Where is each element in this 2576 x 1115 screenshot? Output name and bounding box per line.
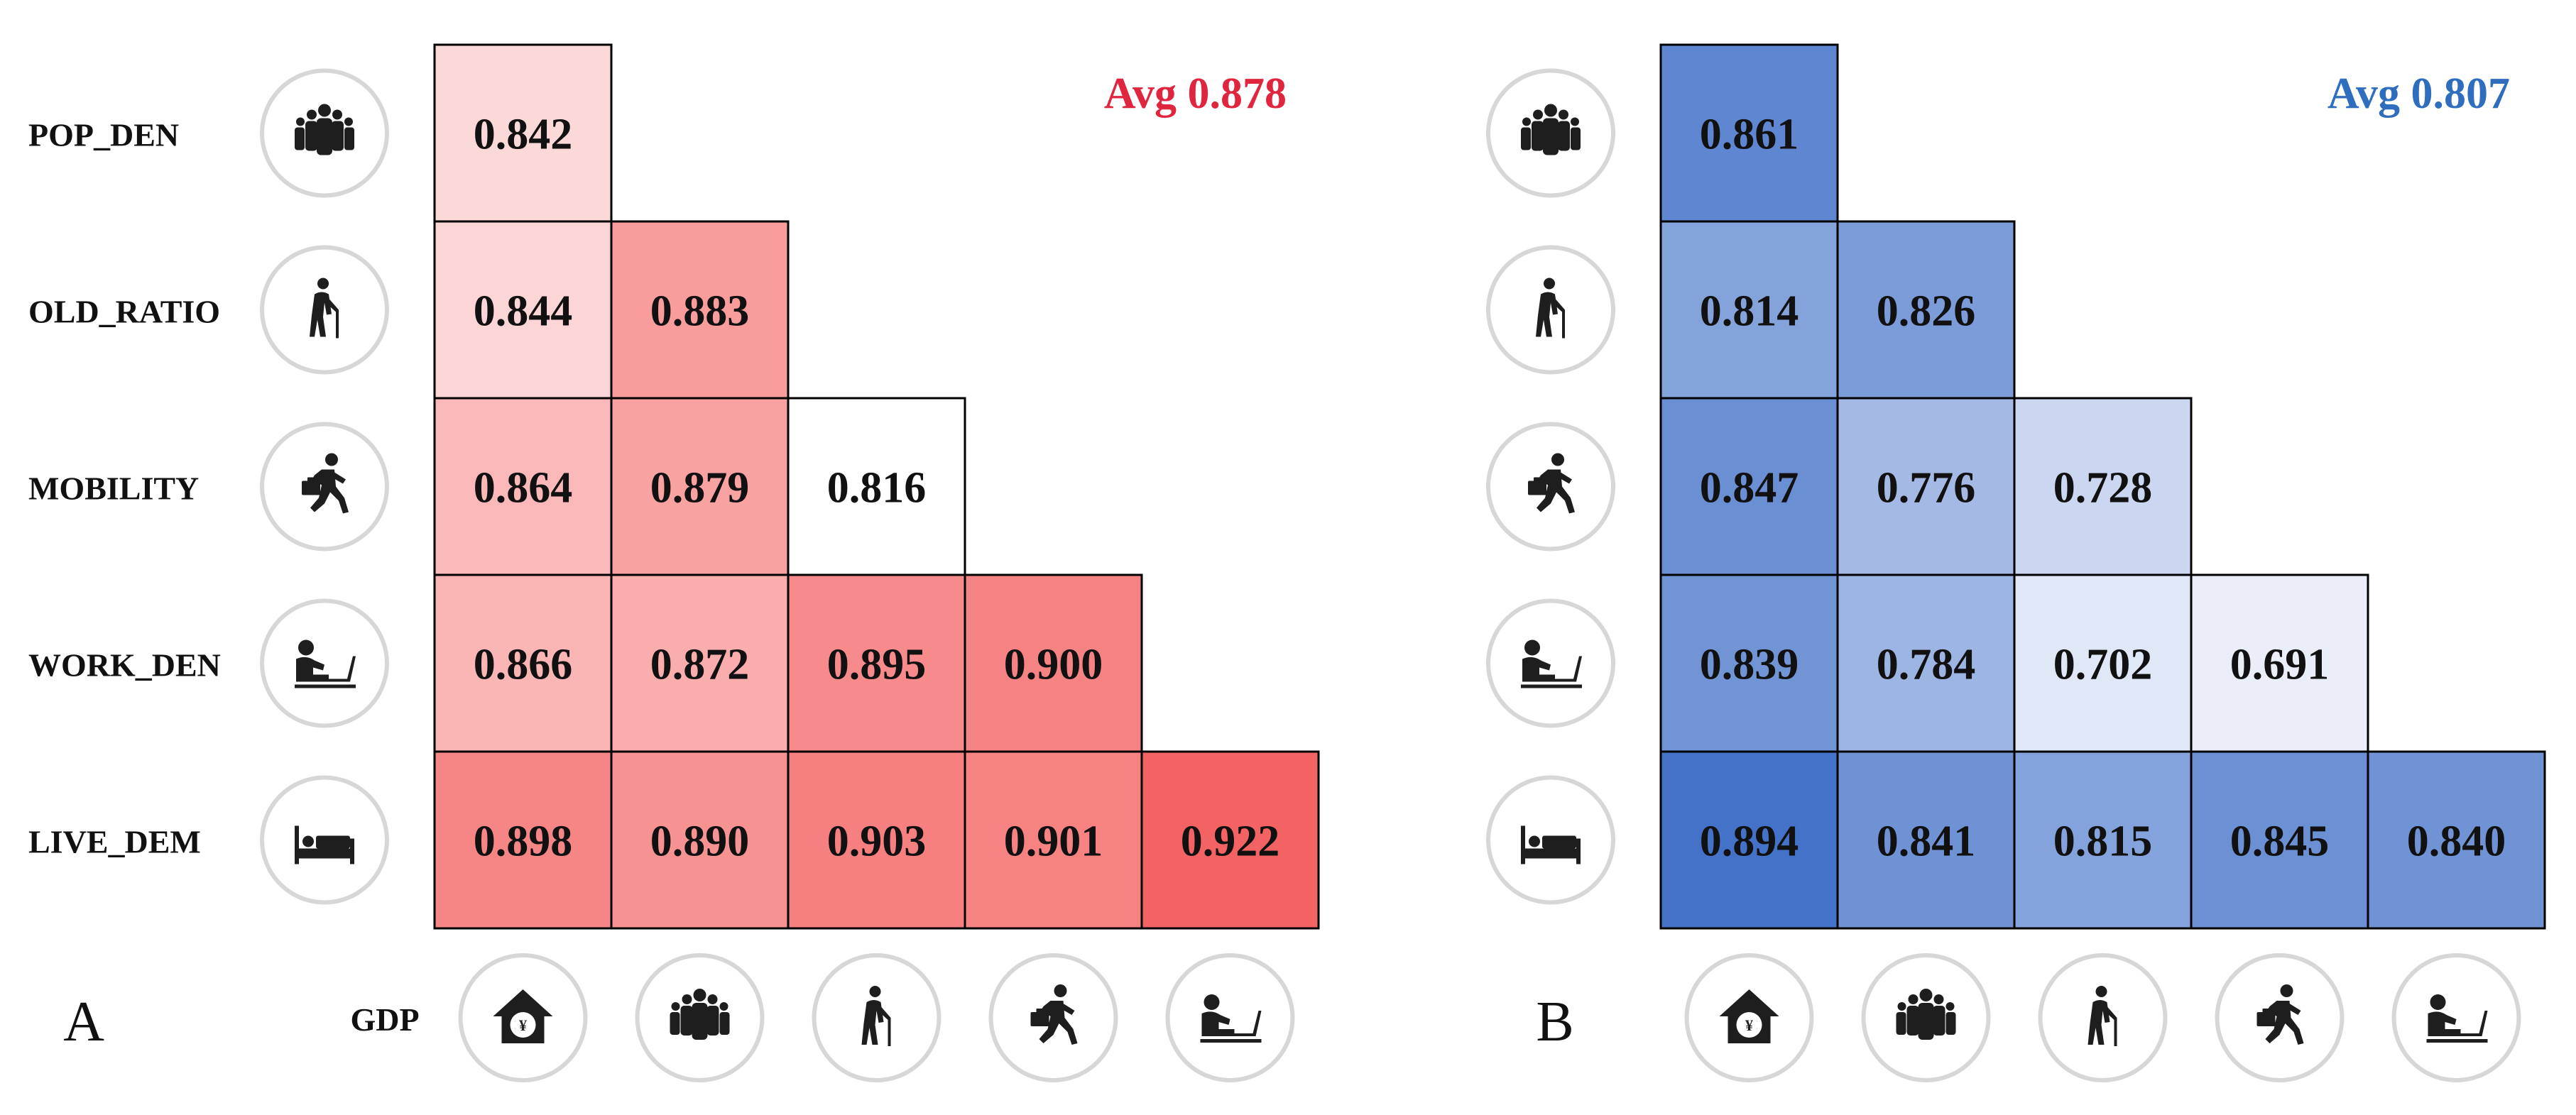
- cell-value-label: 0.814: [1700, 287, 1799, 336]
- panel-label: A: [63, 991, 104, 1053]
- cell-value-label: 0.861: [1700, 111, 1799, 159]
- desk-worker-icon: [1165, 953, 1295, 1082]
- cell-value-label: 0.901: [1004, 818, 1103, 866]
- heatmap-panel-A: Avg 0.878 POP_DEN 0.842 OLD_RATIO 0.844 0.883…: [28, 43, 1320, 1082]
- cell-value-label: 0.776: [1877, 464, 1976, 512]
- row-label: OLD_RATIO: [28, 294, 220, 330]
- heatmap-cell: [1659, 220, 1839, 400]
- heatmap-cell: [610, 397, 790, 576]
- heatmap-cell: [964, 750, 1143, 930]
- heatmap-cell: [610, 220, 790, 400]
- cell-value-label: 0.784: [1877, 641, 1976, 689]
- cell-value-label: 0.922: [1181, 818, 1280, 866]
- crowd-icon: [1486, 68, 1615, 198]
- cell-value-label: 0.842: [474, 111, 573, 159]
- heatmap-cell: [2190, 750, 2369, 930]
- elderly-cane-icon: [2038, 953, 2168, 1082]
- heatmap-cell: [1836, 397, 2016, 576]
- heatmap-cell: [2013, 750, 2193, 930]
- desk-worker-icon: [2391, 953, 2521, 1082]
- desk-worker-icon: [1486, 598, 1615, 728]
- cell-value-label: 0.826: [1877, 287, 1976, 336]
- row-label: LIVE_DEM: [28, 824, 201, 860]
- cell-value-label: 0.839: [1700, 641, 1799, 689]
- crowd-icon: [635, 953, 765, 1082]
- elderly-cane-icon: [812, 953, 942, 1082]
- house-yen-icon: [1684, 953, 1814, 1082]
- elderly-cane-icon: [1486, 245, 1615, 375]
- cell-value-label: 0.890: [650, 818, 750, 866]
- elderly-cane-icon: [260, 245, 389, 375]
- cell-value-label: 0.847: [1700, 464, 1799, 512]
- cell-value-label: 0.691: [2230, 641, 2330, 689]
- cell-value-label: 0.866: [474, 641, 573, 689]
- x-axis-label: GDP: [350, 1001, 419, 1038]
- cell-value-label: 0.898: [474, 818, 573, 866]
- heatmap-cell: [433, 750, 613, 930]
- heatmap-cell: [2013, 397, 2193, 576]
- heatmap-cell: [964, 573, 1143, 753]
- running-commuter-icon: [260, 422, 389, 551]
- heatmap-cell: [1659, 750, 1839, 930]
- heatmap-cell: [2013, 573, 2193, 753]
- heatmap-cell: [1659, 43, 1839, 223]
- heatmap-cell: [1140, 750, 1320, 930]
- heatmap-cell: [2367, 750, 2546, 930]
- row-label: POP_DEN: [28, 117, 179, 153]
- heatmap-cell: [433, 220, 613, 400]
- panel-label: B: [1536, 991, 1573, 1053]
- heatmap-cell: [1659, 397, 1839, 576]
- desk-worker-icon: [260, 598, 389, 728]
- heatmap-cell: [2190, 573, 2369, 753]
- heatmap-panel-B: Avg 0.807 0.861 0.814 0.826 0.847 0.776 0.728 0…: [1486, 43, 2546, 1082]
- average-label: Avg 0.807: [2327, 70, 2510, 118]
- cell-value-label: 0.728: [2053, 464, 2153, 512]
- cell-value-label: 0.872: [650, 641, 750, 689]
- heatmap-cell: [610, 573, 790, 753]
- cell-value-label: 0.844: [474, 287, 573, 336]
- average-label: Avg 0.878: [1104, 70, 1287, 118]
- heatmap-cell: [1836, 750, 2016, 930]
- heatmap-cell: [787, 397, 966, 576]
- heatmap-cell: [433, 573, 613, 753]
- cell-value-label: 0.879: [650, 464, 750, 512]
- row-label: WORK_DEN: [28, 647, 221, 683]
- heatmap-cell: [1836, 220, 2016, 400]
- cell-value-label: 0.895: [827, 641, 927, 689]
- bed-icon: [1486, 775, 1615, 905]
- heatmap-cell: [787, 750, 966, 930]
- cell-value-label: 0.815: [2053, 818, 2153, 866]
- heatmap-cell: [433, 397, 613, 576]
- row-label: MOBILITY: [28, 471, 199, 507]
- crowd-icon: [260, 68, 389, 198]
- running-commuter-icon: [1486, 422, 1615, 551]
- cell-value-label: 0.864: [474, 464, 573, 512]
- crowd-icon: [1861, 953, 1991, 1082]
- cell-value-label: 0.702: [2053, 641, 2153, 689]
- cell-value-label: 0.845: [2230, 818, 2330, 866]
- bed-icon: [260, 775, 389, 905]
- cell-value-label: 0.840: [2407, 818, 2506, 866]
- running-commuter-icon: [988, 953, 1118, 1082]
- house-yen-icon: [458, 953, 588, 1082]
- cell-value-label: 0.883: [650, 287, 750, 336]
- running-commuter-icon: [2215, 953, 2345, 1082]
- cell-value-label: 0.816: [827, 464, 927, 512]
- cell-value-label: 0.903: [827, 818, 927, 866]
- heatmap-cell: [433, 43, 613, 223]
- cell-value-label: 0.900: [1004, 641, 1103, 689]
- cell-value-label: 0.894: [1700, 818, 1799, 866]
- cell-value-label: 0.841: [1877, 818, 1976, 866]
